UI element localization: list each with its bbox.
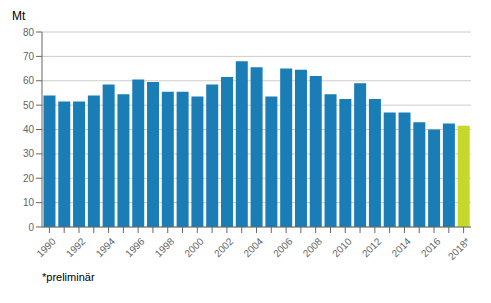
svg-text:2000: 2000 (182, 235, 206, 259)
svg-text:10: 10 (23, 197, 35, 208)
svg-text:2008: 2008 (301, 235, 325, 259)
svg-text:2012: 2012 (360, 235, 384, 259)
svg-text:2010: 2010 (330, 235, 354, 259)
svg-text:1992: 1992 (64, 235, 88, 259)
svg-text:2014: 2014 (389, 235, 413, 259)
html-text:Mt: Mt (12, 9, 26, 23)
svg-text:2002: 2002 (212, 235, 236, 259)
svg-text:2016: 2016 (419, 235, 443, 259)
svg-text:20: 20 (23, 173, 35, 184)
svg-text:1990: 1990 (34, 235, 58, 259)
svg-text:2018*: 2018* (446, 236, 472, 262)
svg-text:1998: 1998 (153, 235, 177, 259)
svg-text:0: 0 (28, 222, 34, 233)
svg-text:1994: 1994 (94, 235, 118, 259)
html-text:*preliminär: *preliminär (42, 271, 95, 283)
svg-text:2006: 2006 (271, 235, 295, 259)
svg-text:40: 40 (23, 124, 35, 135)
svg-text:60: 60 (23, 75, 35, 86)
svg-text:2004: 2004 (241, 235, 265, 259)
svg-text:80: 80 (23, 27, 35, 38)
svg-text:30: 30 (23, 148, 35, 159)
svg-text:70: 70 (23, 51, 35, 62)
svg-text:50: 50 (23, 100, 35, 111)
svg-text:1996: 1996 (123, 235, 147, 259)
